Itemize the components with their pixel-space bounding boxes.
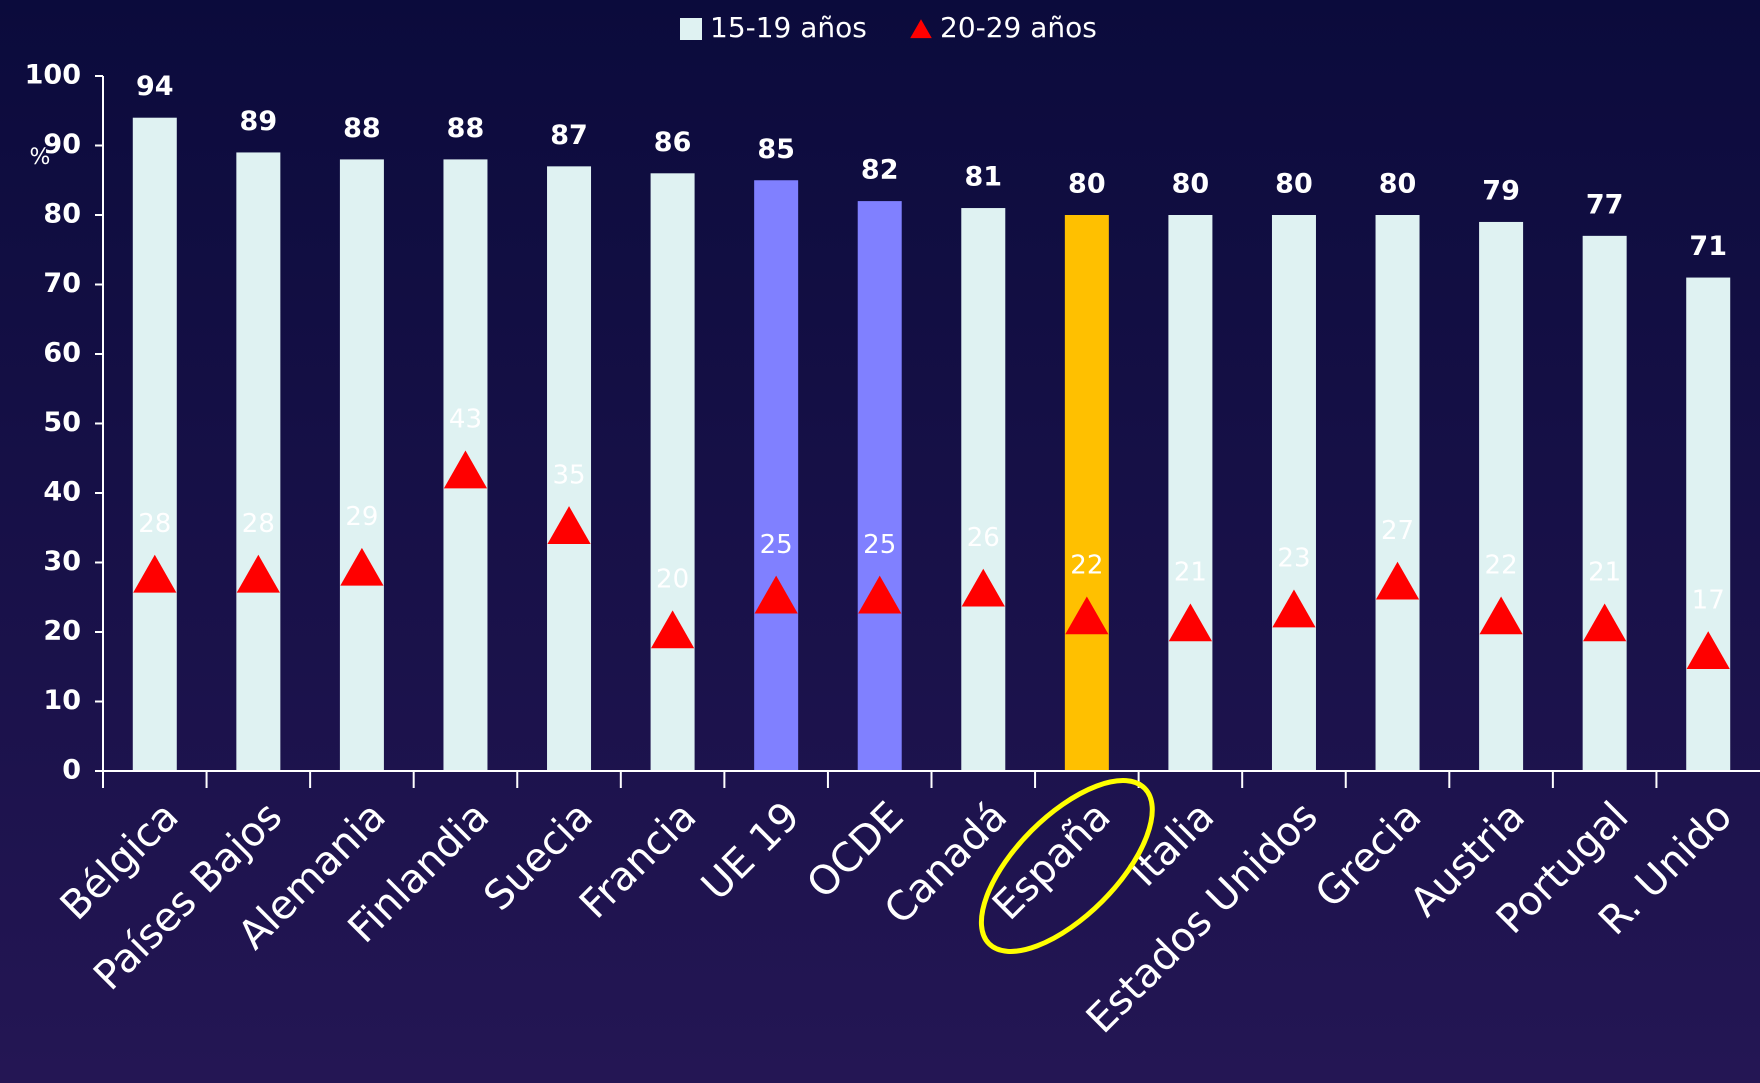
legend-label: 20-29 años xyxy=(940,11,1097,44)
marker xyxy=(1272,589,1316,628)
legend-swatch xyxy=(910,19,932,39)
y-tick-label: 60 xyxy=(43,338,81,369)
bar xyxy=(236,152,281,771)
marker xyxy=(236,554,280,593)
y-tick-label: 30 xyxy=(43,546,81,577)
marker xyxy=(961,568,1005,607)
marker-value-label: 25 xyxy=(863,530,896,560)
bar-value-label: 80 xyxy=(1068,169,1106,200)
marker xyxy=(443,450,488,489)
bar xyxy=(754,180,799,771)
marker-value-label: 35 xyxy=(552,460,585,490)
marker xyxy=(340,547,384,586)
bar xyxy=(1686,277,1731,771)
marker xyxy=(547,506,591,544)
marker xyxy=(1168,603,1213,642)
marker xyxy=(858,575,902,614)
bar xyxy=(1375,215,1420,771)
marker-value-label: 29 xyxy=(345,502,378,532)
bar-value-label: 85 xyxy=(757,134,795,165)
marker-value-label: 43 xyxy=(449,405,482,435)
marker-value-label: 28 xyxy=(138,509,171,539)
bar-value-label: 87 xyxy=(550,120,588,151)
bar xyxy=(132,117,177,771)
marker-value-label: 25 xyxy=(760,530,793,560)
bar-value-label: 81 xyxy=(964,162,1002,193)
x-tick-label: Francia xyxy=(571,793,705,927)
bar-value-label: 80 xyxy=(1275,169,1313,200)
marker-value-label: 26 xyxy=(967,523,1000,553)
bar-value-label: 80 xyxy=(1172,169,1210,200)
x-tick-label: UE 19 xyxy=(693,793,809,909)
y-axis-label: % xyxy=(30,145,51,170)
y-tick-label: 40 xyxy=(43,477,81,508)
y-tick-label: 90 xyxy=(43,129,81,160)
bar-value-label: 80 xyxy=(1379,169,1417,200)
marker-value-label: 21 xyxy=(1588,558,1621,588)
marker xyxy=(650,610,695,649)
bar-value-label: 77 xyxy=(1586,189,1624,220)
legend: 15-19 años 20-29 años xyxy=(680,11,1097,44)
y-tick-label: 20 xyxy=(43,616,81,647)
marker-value-label: 20 xyxy=(656,565,689,595)
marker xyxy=(1065,596,1109,635)
marker xyxy=(133,554,177,593)
legend-label: 15-19 años xyxy=(710,11,867,44)
marker xyxy=(1583,603,1627,642)
bar xyxy=(1168,215,1213,771)
bar xyxy=(1064,215,1109,771)
bar xyxy=(1479,221,1524,771)
bar-value-label: 71 xyxy=(1689,231,1727,262)
marker xyxy=(754,575,798,614)
marker-value-label: 23 xyxy=(1277,544,1310,574)
bar xyxy=(1271,215,1316,771)
bar-value-label: 79 xyxy=(1482,175,1520,206)
y-tick-label: 0 xyxy=(62,755,81,786)
marker xyxy=(1479,596,1523,635)
y-tick-label: 100 xyxy=(25,60,81,91)
marker-value-label: 22 xyxy=(1485,551,1518,581)
y-tick-label: 10 xyxy=(43,685,81,716)
bar-value-label: 88 xyxy=(447,113,485,144)
bar-value-label: 82 xyxy=(861,155,899,186)
bar xyxy=(339,159,384,771)
marker-value-label: 17 xyxy=(1692,585,1725,615)
bar xyxy=(650,173,695,772)
highlight-ellipse xyxy=(978,778,1155,954)
bar-value-label: 86 xyxy=(654,127,692,158)
y-tick-label: 70 xyxy=(43,268,81,299)
marker xyxy=(1375,561,1420,600)
marker-value-label: 22 xyxy=(1070,551,1103,581)
legend-swatch xyxy=(680,18,702,40)
y-tick-label: 50 xyxy=(43,407,81,438)
marker xyxy=(1686,631,1730,670)
marker-value-label: 28 xyxy=(242,509,275,539)
marker-value-label: 27 xyxy=(1381,516,1414,546)
y-tick-label: 80 xyxy=(43,199,81,230)
bar-value-label: 89 xyxy=(240,106,278,137)
bar xyxy=(961,208,1006,772)
bar-value-label: 88 xyxy=(343,113,381,144)
bar-value-label: 94 xyxy=(136,71,174,102)
bar xyxy=(1582,235,1627,772)
marker-value-label: 21 xyxy=(1174,558,1207,588)
bar xyxy=(857,201,902,772)
bar xyxy=(547,166,592,772)
